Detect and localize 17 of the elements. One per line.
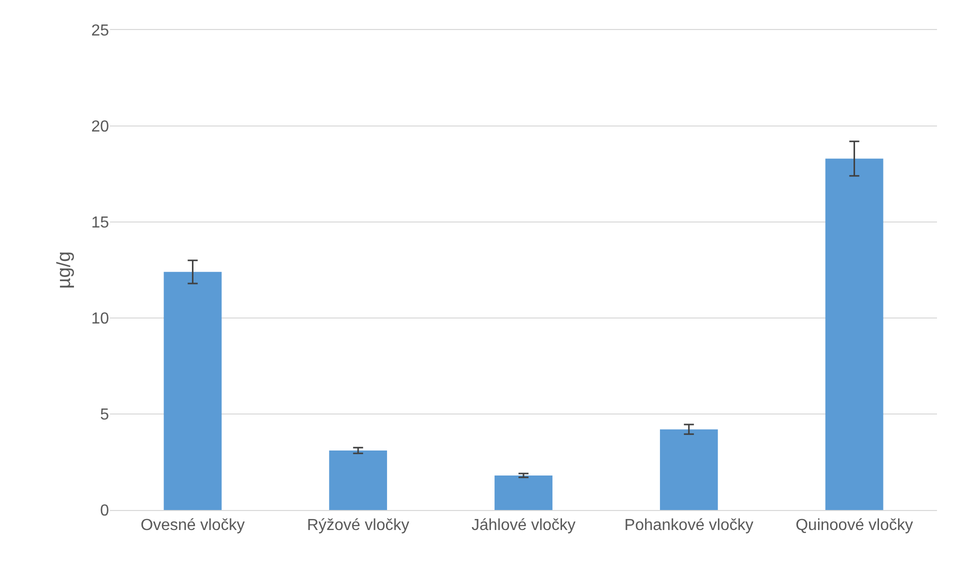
x-tick-label: Jáhlové vločky <box>471 517 576 534</box>
x-tick-label: Rýžové vločky <box>306 517 410 534</box>
y-tick-label: 0 <box>100 502 110 520</box>
y-tick-label: 10 <box>91 310 110 328</box>
bar <box>164 272 222 510</box>
y-tick-label: 5 <box>100 406 110 424</box>
y-tick-label: 25 <box>91 22 110 40</box>
y-axis-title: µg/g <box>54 251 76 289</box>
bar <box>494 475 552 510</box>
x-tick-label: Pohankové vločky <box>624 517 754 534</box>
x-tick-label: Ovesné vločky <box>140 517 245 534</box>
bar <box>329 450 388 510</box>
y-tick-label: 20 <box>91 118 110 136</box>
y-tick-label: 15 <box>91 214 110 232</box>
bar <box>825 158 884 510</box>
bar <box>660 429 718 510</box>
x-tick-label: Quinoové vločky <box>796 517 913 534</box>
